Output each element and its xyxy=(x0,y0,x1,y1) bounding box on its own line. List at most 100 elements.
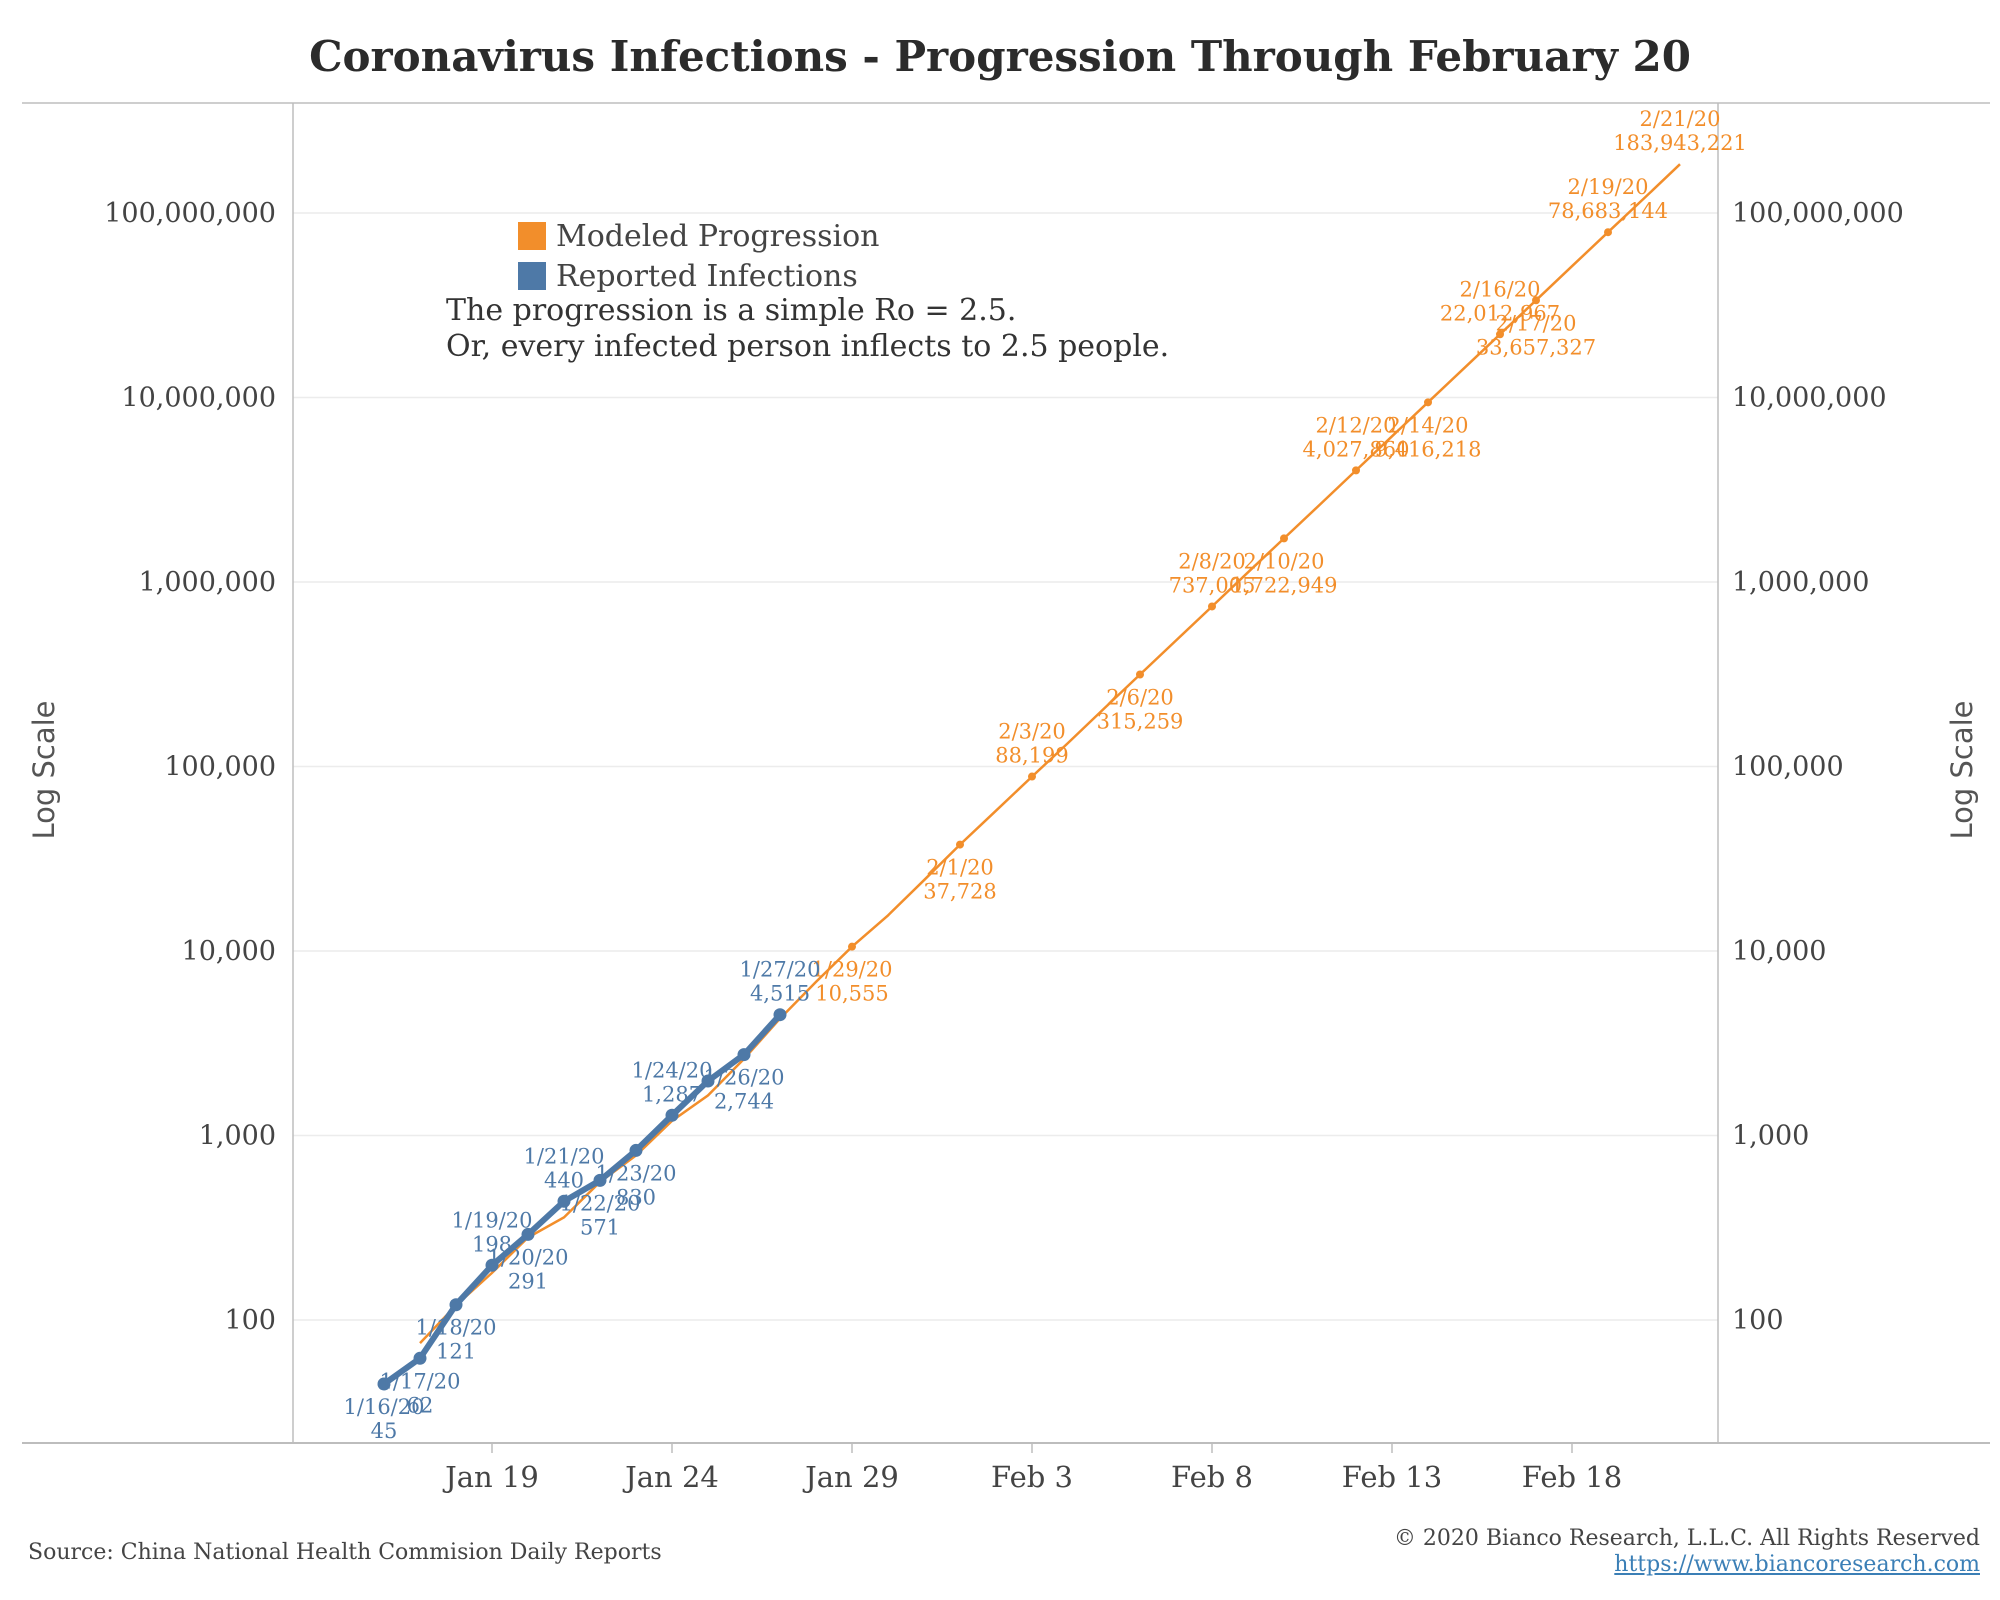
reported-point-9 xyxy=(701,1074,715,1088)
modeled-label-value-0: 10,555 xyxy=(815,982,888,1006)
chart-title: Coronavirus Infections - Progression Thr… xyxy=(309,32,1691,81)
reported-label-value-2: 121 xyxy=(436,1340,476,1364)
x-tick-label-6: Feb 18 xyxy=(1522,1460,1622,1494)
reported-label-value-5: 440 xyxy=(544,1168,584,1192)
x-tick-label-5: Feb 13 xyxy=(1342,1460,1442,1494)
y-tick-label-right-2: 10,000 xyxy=(1732,936,1826,967)
x-tick-label-2: Jan 29 xyxy=(802,1460,899,1494)
reported-label-value-1: 62 xyxy=(407,1393,434,1417)
modeled-label-date-9: 2/17/20 xyxy=(1496,311,1577,335)
legend-label-reported: Reported Infections xyxy=(556,259,858,294)
grid-lines xyxy=(293,212,1718,1321)
modeled-label-value-6: 4,027,860 xyxy=(1303,437,1410,461)
modeled-point-7 xyxy=(1424,398,1432,407)
y-axis-label-left: Log Scale xyxy=(27,700,61,839)
modeled-point-9 xyxy=(1532,296,1540,305)
y-tick-label-left-6: 100,000,000 xyxy=(104,198,276,229)
legend-label-modeled: Modeled Progression xyxy=(556,219,879,254)
reported-label-value-0: 45 xyxy=(371,1419,398,1443)
y-tick-label-left-5: 10,000,000 xyxy=(121,383,276,414)
source-note: Source: China National Health Commision … xyxy=(28,1540,662,1565)
reported-point-4 xyxy=(521,1227,535,1241)
reported-point-0 xyxy=(377,1377,391,1391)
modeled-label-date-5: 2/10/20 xyxy=(1244,549,1325,573)
modeled-label-date-0: 1/29/20 xyxy=(812,958,893,982)
reported-point-8 xyxy=(665,1108,679,1122)
x-tick-label-3: Feb 3 xyxy=(991,1460,1073,1494)
modeled-label-date-1: 2/1/20 xyxy=(926,856,994,880)
y-ticks-left: 100 1,000 10,000 100,000 1,000,000 10,000,000… xyxy=(104,198,276,1336)
reported-label-date-1: 1/17/20 xyxy=(380,1369,461,1393)
reported-label-date-0: 1/16/20 xyxy=(344,1395,425,1419)
website-link[interactable]: https://www.biancoresearch.com xyxy=(1614,1552,1980,1577)
x-ticks: Jan 19 Jan 24 Jan 29 Feb 3 Feb 8 Feb 13 Feb 18 xyxy=(442,1443,1622,1494)
x-tick-label-0: Jan 19 xyxy=(442,1460,539,1494)
note-line-2: Or, every infected person inflects to 2.… xyxy=(446,329,1169,364)
reported-label-date-6: 1/22/20 xyxy=(560,1191,641,1215)
y-tick-label-right-5: 10,000,000 xyxy=(1732,383,1887,414)
y-tick-label-right-1: 1,000 xyxy=(1732,1121,1809,1152)
reported-line xyxy=(382,1012,783,1387)
modeled-point-10 xyxy=(1604,228,1612,237)
y-tick-label-right-0: 100 xyxy=(1732,1305,1784,1336)
modeled-point-2 xyxy=(1028,772,1036,781)
reported-label-value-4: 291 xyxy=(508,1269,548,1293)
reported-point-11 xyxy=(773,1008,787,1022)
reported-point-2 xyxy=(449,1298,463,1312)
reported-point-1 xyxy=(413,1351,427,1365)
reported-label-value-11: 4,515 xyxy=(750,982,810,1006)
y-ticks-right: 100 1,000 10,000 100,000 1,000,000 10,000,000… xyxy=(1732,198,1904,1336)
legend-swatch-modeled xyxy=(518,222,546,250)
legend: Modeled Progression Reported Infections xyxy=(518,219,879,294)
reported-point-6 xyxy=(593,1173,607,1187)
reported-point-3 xyxy=(485,1258,499,1272)
modeled-label-date-10: 2/19/20 xyxy=(1568,175,1649,199)
legend-swatch-reported xyxy=(518,262,546,290)
reported-label-value-8: 1,287 xyxy=(642,1082,702,1106)
modeled-label-value-8: 22,012,967 xyxy=(1440,301,1560,325)
modeled-label-date-8: 2/16/20 xyxy=(1460,277,1541,301)
modeled-label-value-3: 315,259 xyxy=(1097,709,1184,733)
modeled-label-date-4: 2/8/20 xyxy=(1178,549,1246,573)
y-tick-label-right-3: 100,000 xyxy=(1732,752,1844,783)
modeled-label-date-2: 2/3/20 xyxy=(998,720,1066,744)
y-axis-label-right: Log Scale xyxy=(1945,700,1979,839)
reported-label-value-6: 571 xyxy=(580,1215,620,1239)
reported-label-value-3: 198 xyxy=(472,1232,512,1256)
axes xyxy=(22,102,1990,1444)
copyright-text: © 2020 Bianco Research, L.L.C. All Right… xyxy=(1393,1526,1980,1551)
modeled-label-date-3: 2/6/20 xyxy=(1106,685,1174,709)
reported-label-date-10: 1/26/20 xyxy=(704,1066,785,1090)
reported-point-5 xyxy=(557,1194,571,1208)
x-tick-label-1: Jan 24 xyxy=(622,1460,719,1494)
y-tick-label-left-3: 100,000 xyxy=(164,752,276,783)
modeled-label-value-5: 1,722,949 xyxy=(1231,573,1338,597)
modeled-line xyxy=(419,163,1681,1344)
note-line-1: The progression is a simple Ro = 2.5. xyxy=(446,293,1016,328)
reported-label-date-5: 1/21/20 xyxy=(524,1144,605,1168)
copyright-block: © 2020 Bianco Research, L.L.C. All Right… xyxy=(1394,1526,1980,1578)
modeled-label-date-6: 2/12/20 xyxy=(1316,413,1397,437)
x-tick-label-4: Feb 8 xyxy=(1171,1460,1253,1494)
modeled-point-8 xyxy=(1496,330,1504,339)
y-tick-label-right-4: 1,000,000 xyxy=(1732,567,1869,598)
modeled-point-0 xyxy=(848,942,856,951)
reported-label-value-10: 2,744 xyxy=(714,1090,774,1114)
modeled-point-4 xyxy=(1208,602,1216,611)
reported-label-date-8: 1/24/20 xyxy=(632,1058,713,1082)
y-tick-label-left-2: 10,000 xyxy=(182,936,276,967)
reported-point-10 xyxy=(737,1048,751,1062)
annotation-note: The progression is a simple Ro = 2.5. Or… xyxy=(446,293,1169,364)
modeled-label-value-10: 78,683,144 xyxy=(1548,199,1668,223)
modeled-label-value-2: 88,199 xyxy=(995,744,1068,768)
modeled-point-6 xyxy=(1352,466,1360,475)
modeled-label-date-11: 2/21/20 xyxy=(1640,107,1721,131)
y-tick-label-right-6: 100,000,000 xyxy=(1732,198,1904,229)
y-tick-label-left-1: 1,000 xyxy=(199,1121,276,1152)
modeled-label-value-7: 9,416,218 xyxy=(1375,437,1482,461)
modeled-label-date-7: 2/14/20 xyxy=(1388,413,1469,437)
reported-label-date-3: 1/19/20 xyxy=(452,1208,533,1232)
series-modeled xyxy=(419,163,1681,1344)
reported-label-date-11: 1/27/20 xyxy=(740,958,821,982)
